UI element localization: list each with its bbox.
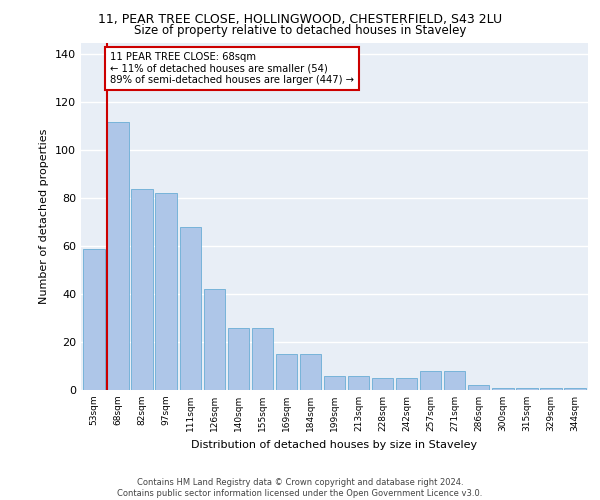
Text: Size of property relative to detached houses in Staveley: Size of property relative to detached ho… <box>134 24 466 37</box>
Bar <box>323 376 346 390</box>
Bar <box>131 188 153 390</box>
Bar <box>492 388 514 390</box>
Text: 11 PEAR TREE CLOSE: 68sqm
← 11% of detached houses are smaller (54)
89% of semi-: 11 PEAR TREE CLOSE: 68sqm ← 11% of detac… <box>110 52 354 86</box>
Bar <box>372 378 394 390</box>
Bar <box>107 122 129 390</box>
Text: 11, PEAR TREE CLOSE, HOLLINGWOOD, CHESTERFIELD, S43 2LU: 11, PEAR TREE CLOSE, HOLLINGWOOD, CHESTE… <box>98 12 502 26</box>
Bar <box>275 354 297 390</box>
Bar <box>444 371 466 390</box>
Bar <box>564 388 586 390</box>
Bar <box>179 227 201 390</box>
Bar <box>203 290 225 390</box>
Text: Contains HM Land Registry data © Crown copyright and database right 2024.
Contai: Contains HM Land Registry data © Crown c… <box>118 478 482 498</box>
Bar <box>83 248 105 390</box>
Bar <box>516 388 538 390</box>
Bar <box>396 378 418 390</box>
Bar <box>299 354 321 390</box>
X-axis label: Distribution of detached houses by size in Staveley: Distribution of detached houses by size … <box>191 440 478 450</box>
Bar <box>540 388 562 390</box>
Bar <box>348 376 370 390</box>
Bar <box>420 371 442 390</box>
Bar <box>251 328 273 390</box>
Y-axis label: Number of detached properties: Number of detached properties <box>40 128 49 304</box>
Bar <box>468 385 490 390</box>
Bar <box>227 328 249 390</box>
Bar <box>155 194 177 390</box>
